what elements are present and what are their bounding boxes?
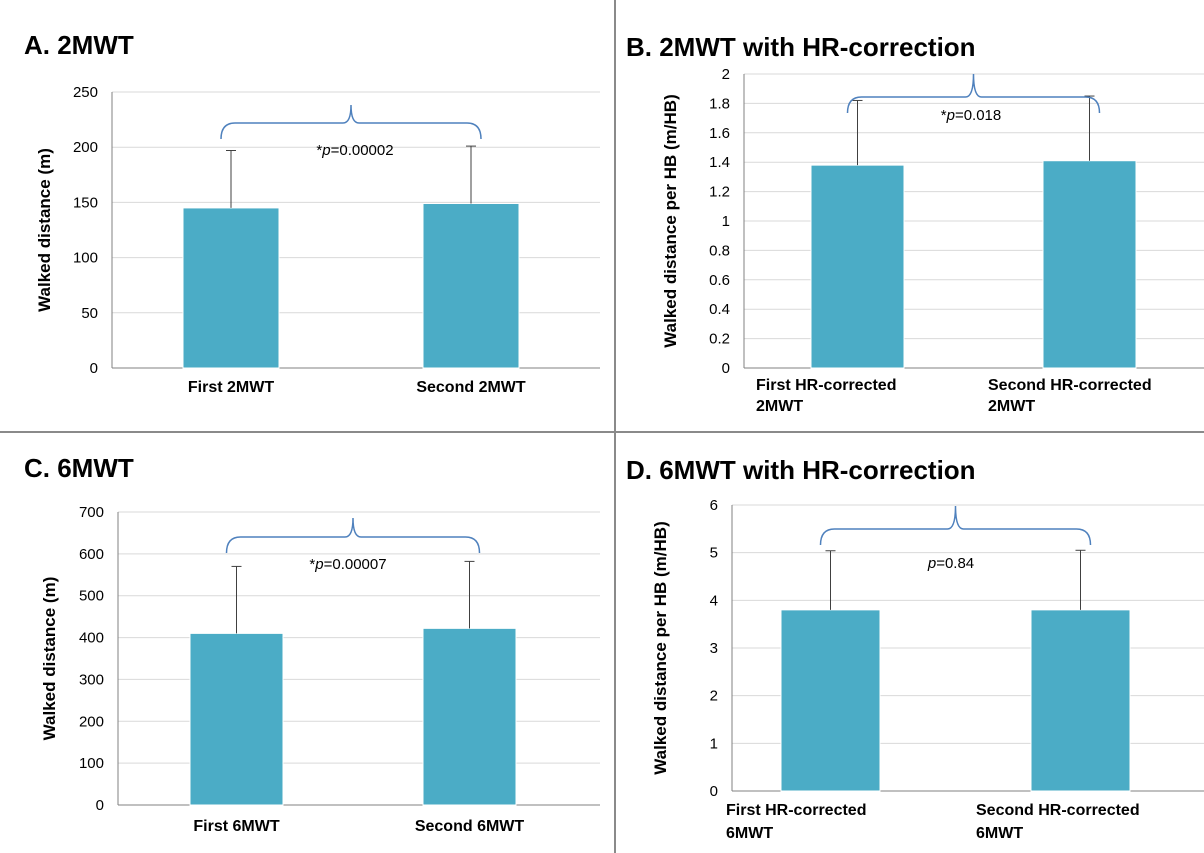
bar-chart: 0 100 200 300 400 500 600 700 First 6MWT Second 6… [40, 504, 600, 835]
category-label: First HR-corrected 6MWT [726, 802, 866, 842]
y-axis-label: Walked distance (m) [35, 148, 54, 312]
y-tick-label: 50 [81, 305, 98, 322]
panel-title: B. 2MWT with HR-correction [626, 32, 976, 62]
panel-title: D. 6MWT with HR-correction [626, 455, 976, 485]
y-tick-label: 5 [710, 545, 718, 562]
y-tick-label: 0.2 [709, 331, 730, 348]
category-label: Second 2MWT [416, 379, 526, 396]
y-tick-label: 200 [79, 713, 104, 730]
y-tick-label: 1 [722, 213, 730, 230]
y-axis-label: Walked distance per HB (m/HB) [661, 94, 680, 347]
category-label: Second HR-corrected 6MWT [976, 802, 1140, 842]
y-tick-label: 400 [79, 630, 104, 647]
y-tick-label: 2 [710, 688, 718, 705]
y-tick-label: 6 [710, 497, 718, 514]
y-tick-label: 700 [79, 504, 104, 521]
bar-chart: 0 50 100 150 200 250 First 2MWT Second 2MWT *p=0… [35, 84, 600, 396]
y-tick-label: 1.8 [709, 95, 730, 112]
p-value-annotation: *p=0.00007 [309, 556, 386, 573]
y-tick-label: 0 [96, 797, 104, 814]
y-tick-label: 0.8 [709, 242, 730, 259]
y-axis-label: Walked distance per HB (m/HB) [651, 521, 670, 774]
chart-panel-c: C. 6MWT 0 100 200 300 400 500 600 700 First 6MWT… [0, 433, 614, 853]
significance-bracket [846, 73, 1101, 114]
y-tick-label: 0.4 [709, 301, 730, 318]
y-tick-label: 0 [90, 360, 98, 377]
significance-bracket [220, 104, 482, 140]
y-tick-label: 0.6 [709, 272, 730, 289]
horizontal-divider [0, 431, 1204, 433]
bar [810, 164, 905, 369]
bar [422, 627, 517, 806]
y-tick-label: 1.4 [709, 154, 730, 171]
y-tick-label: 3 [710, 640, 718, 657]
category-label: First 2MWT [188, 379, 274, 396]
bar [422, 203, 520, 369]
y-tick-label: 4 [710, 592, 718, 609]
bar [1030, 609, 1131, 792]
y-tick-label: 0 [710, 783, 718, 800]
y-tick-label: 1 [710, 735, 718, 752]
bar-chart: 0 1 2 3 4 5 6 First HR-corrected 6MWT Second HR-c… [651, 497, 1204, 842]
y-tick-label: 150 [73, 194, 98, 211]
vertical-divider [614, 0, 616, 853]
y-tick-label: 500 [79, 588, 104, 605]
chart-panel-b: B. 2MWT with HR-correction 0 0.2 0.4 0.6 0.8… [616, 0, 1204, 431]
panel-title: C. 6MWT [24, 453, 134, 483]
significance-bracket [819, 505, 1092, 546]
chart-panel-a: A. 2MWT 0 50 100 150 200 250 First 2MWT Second … [0, 0, 614, 431]
p-value-annotation: *p=0.018 [941, 107, 1001, 124]
y-tick-label: 1.2 [709, 184, 730, 201]
panel-title: A. 2MWT [24, 30, 134, 60]
y-tick-label: 300 [79, 671, 104, 688]
category-label: First 6MWT [193, 818, 279, 835]
p-value-annotation: p=0.84 [927, 555, 974, 572]
p-value-annotation: *p=0.00002 [316, 142, 393, 159]
bar [189, 632, 284, 806]
significance-bracket [225, 517, 481, 554]
y-tick-label: 0 [722, 360, 730, 377]
bar [1042, 160, 1137, 369]
y-tick-label: 2 [722, 66, 730, 83]
y-axis-label: Walked distance (m) [40, 577, 59, 741]
y-tick-label: 600 [79, 546, 104, 563]
y-tick-label: 200 [73, 139, 98, 156]
bar-chart: 0 0.2 0.4 0.6 0.8 1 1.2 1.4 1.6 1.8 2 First HR-corr… [661, 66, 1204, 415]
bar [780, 609, 881, 792]
y-tick-label: 250 [73, 84, 98, 101]
category-label: Second HR-corrected 2MWT [988, 377, 1152, 415]
category-label: First HR-corrected 2MWT [756, 377, 896, 415]
y-tick-label: 1.6 [709, 125, 730, 142]
y-tick-label: 100 [79, 755, 104, 772]
category-label: Second 6MWT [415, 818, 525, 835]
bar [182, 207, 280, 369]
chart-panel-d: D. 6MWT with HR-correction 0 1 2 3 4 5 6 First … [616, 433, 1204, 853]
y-tick-label: 100 [73, 250, 98, 267]
